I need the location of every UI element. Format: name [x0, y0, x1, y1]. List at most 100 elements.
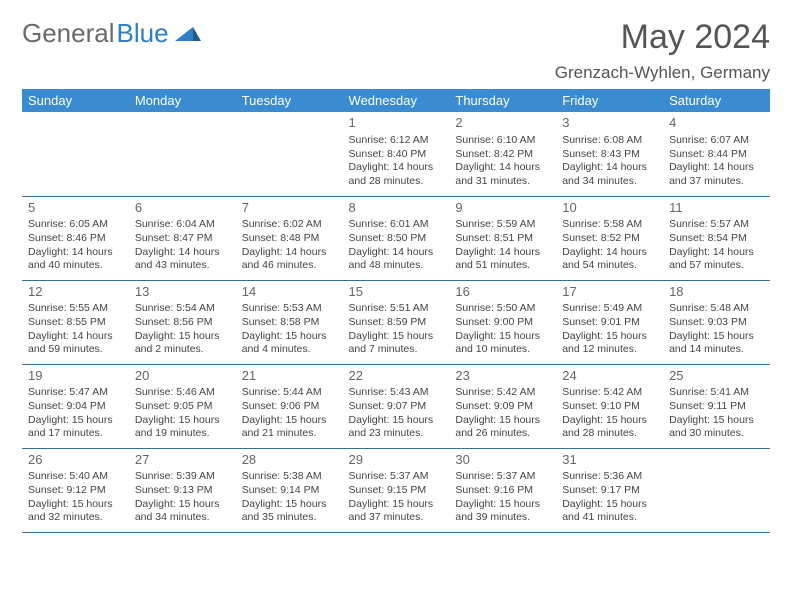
calendar-day-cell: 12Sunrise: 5:55 AMSunset: 8:55 PMDayligh… — [22, 280, 129, 364]
day-number: 28 — [242, 452, 337, 469]
day-info: Sunrise: 5:58 AMSunset: 8:52 PMDaylight:… — [562, 218, 657, 273]
day-number: 20 — [135, 368, 230, 385]
calendar-header-row: Sunday Monday Tuesday Wednesday Thursday… — [22, 89, 770, 112]
calendar-day-cell: 19Sunrise: 5:47 AMSunset: 9:04 PMDayligh… — [22, 364, 129, 448]
calendar-week-row: 5Sunrise: 6:05 AMSunset: 8:46 PMDaylight… — [22, 196, 770, 280]
calendar-day-cell: 17Sunrise: 5:49 AMSunset: 9:01 PMDayligh… — [556, 280, 663, 364]
col-wednesday: Wednesday — [343, 89, 450, 112]
day-info: Sunrise: 5:41 AMSunset: 9:11 PMDaylight:… — [669, 386, 764, 441]
calendar-week-row: 12Sunrise: 5:55 AMSunset: 8:55 PMDayligh… — [22, 280, 770, 364]
calendar-day-cell: 10Sunrise: 5:58 AMSunset: 8:52 PMDayligh… — [556, 196, 663, 280]
day-number: 23 — [455, 368, 550, 385]
day-number: 30 — [455, 452, 550, 469]
logo-text-general: General — [22, 18, 115, 49]
calendar-day-cell — [129, 112, 236, 196]
day-number: 25 — [669, 368, 764, 385]
location-label: Grenzach-Wyhlen, Germany — [22, 63, 770, 83]
day-number: 16 — [455, 284, 550, 301]
day-number: 13 — [135, 284, 230, 301]
calendar-week-row: 1 Sunrise: 6:12 AMSunset: 8:40 PMDaylight… — [22, 112, 770, 196]
day-number: 15 — [349, 284, 444, 301]
day-number: 1 — [349, 115, 444, 132]
calendar-day-cell: 18Sunrise: 5:48 AMSunset: 9:03 PMDayligh… — [663, 280, 770, 364]
day-number: 3 — [562, 115, 657, 132]
logo: General Blue — [22, 18, 201, 49]
day-info: Sunrise: 6:10 AMSunset: 8:42 PMDaylight:… — [455, 134, 550, 189]
day-number: 8 — [349, 200, 444, 217]
calendar-day-cell: 2 Sunrise: 6:10 AMSunset: 8:42 PMDaylight… — [449, 112, 556, 196]
calendar-day-cell: 27Sunrise: 5:39 AMSunset: 9:13 PMDayligh… — [129, 448, 236, 532]
col-tuesday: Tuesday — [236, 89, 343, 112]
page-header: General Blue May 2024 — [22, 18, 770, 57]
day-number: 6 — [135, 200, 230, 217]
day-info: Sunrise: 5:54 AMSunset: 8:56 PMDaylight:… — [135, 302, 230, 357]
col-monday: Monday — [129, 89, 236, 112]
calendar-day-cell: 31Sunrise: 5:36 AMSunset: 9:17 PMDayligh… — [556, 448, 663, 532]
calendar-day-cell: 23Sunrise: 5:42 AMSunset: 9:09 PMDayligh… — [449, 364, 556, 448]
day-number: 12 — [28, 284, 123, 301]
day-number: 9 — [455, 200, 550, 217]
day-number: 21 — [242, 368, 337, 385]
day-info: Sunrise: 6:01 AMSunset: 8:50 PMDaylight:… — [349, 218, 444, 273]
calendar-day-cell: 20Sunrise: 5:46 AMSunset: 9:05 PMDayligh… — [129, 364, 236, 448]
calendar-day-cell: 9Sunrise: 5:59 AMSunset: 8:51 PMDaylight… — [449, 196, 556, 280]
calendar-day-cell: 24Sunrise: 5:42 AMSunset: 9:10 PMDayligh… — [556, 364, 663, 448]
calendar-day-cell: 1 Sunrise: 6:12 AMSunset: 8:40 PMDaylight… — [343, 112, 450, 196]
day-number: 24 — [562, 368, 657, 385]
day-info: Sunrise: 5:55 AMSunset: 8:55 PMDaylight:… — [28, 302, 123, 357]
col-thursday: Thursday — [449, 89, 556, 112]
day-info: Sunrise: 5:57 AMSunset: 8:54 PMDaylight:… — [669, 218, 764, 273]
calendar-week-row: 19Sunrise: 5:47 AMSunset: 9:04 PMDayligh… — [22, 364, 770, 448]
day-number: 17 — [562, 284, 657, 301]
day-number: 10 — [562, 200, 657, 217]
day-info: Sunrise: 6:04 AMSunset: 8:47 PMDaylight:… — [135, 218, 230, 273]
calendar-day-cell: 21Sunrise: 5:44 AMSunset: 9:06 PMDayligh… — [236, 364, 343, 448]
day-info: Sunrise: 5:37 AMSunset: 9:15 PMDaylight:… — [349, 470, 444, 525]
calendar-day-cell: 14Sunrise: 5:53 AMSunset: 8:58 PMDayligh… — [236, 280, 343, 364]
day-info: Sunrise: 5:36 AMSunset: 9:17 PMDaylight:… — [562, 470, 657, 525]
day-info: Sunrise: 5:38 AMSunset: 9:14 PMDaylight:… — [242, 470, 337, 525]
day-info: Sunrise: 5:40 AMSunset: 9:12 PMDaylight:… — [28, 470, 123, 525]
calendar-day-cell: 11Sunrise: 5:57 AMSunset: 8:54 PMDayligh… — [663, 196, 770, 280]
page-title: May 2024 — [621, 18, 770, 57]
day-number: 18 — [669, 284, 764, 301]
calendar-day-cell: 26Sunrise: 5:40 AMSunset: 9:12 PMDayligh… — [22, 448, 129, 532]
col-sunday: Sunday — [22, 89, 129, 112]
day-info: Sunrise: 5:53 AMSunset: 8:58 PMDaylight:… — [242, 302, 337, 357]
day-info: Sunrise: 5:49 AMSunset: 9:01 PMDaylight:… — [562, 302, 657, 357]
day-info: Sunrise: 5:39 AMSunset: 9:13 PMDaylight:… — [135, 470, 230, 525]
calendar-day-cell: 3 Sunrise: 6:08 AMSunset: 8:43 PMDaylight… — [556, 112, 663, 196]
day-info: Sunrise: 6:07 AMSunset: 8:44 PMDaylight:… — [669, 134, 764, 189]
day-info: Sunrise: 5:59 AMSunset: 8:51 PMDaylight:… — [455, 218, 550, 273]
day-info: Sunrise: 5:47 AMSunset: 9:04 PMDaylight:… — [28, 386, 123, 441]
day-number: 22 — [349, 368, 444, 385]
day-number: 5 — [28, 200, 123, 217]
day-info: Sunrise: 6:05 AMSunset: 8:46 PMDaylight:… — [28, 218, 123, 273]
calendar-day-cell: 30Sunrise: 5:37 AMSunset: 9:16 PMDayligh… — [449, 448, 556, 532]
calendar-day-cell — [22, 112, 129, 196]
day-info: Sunrise: 5:44 AMSunset: 9:06 PMDaylight:… — [242, 386, 337, 441]
calendar-day-cell: 6Sunrise: 6:04 AMSunset: 8:47 PMDaylight… — [129, 196, 236, 280]
calendar-day-cell — [663, 448, 770, 532]
calendar-day-cell: 22Sunrise: 5:43 AMSunset: 9:07 PMDayligh… — [343, 364, 450, 448]
day-number: 2 — [455, 115, 550, 132]
calendar-week-row: 26Sunrise: 5:40 AMSunset: 9:12 PMDayligh… — [22, 448, 770, 532]
logo-shape-icon — [175, 21, 201, 46]
day-info: Sunrise: 5:42 AMSunset: 9:10 PMDaylight:… — [562, 386, 657, 441]
day-number: 27 — [135, 452, 230, 469]
calendar-day-cell: 25Sunrise: 5:41 AMSunset: 9:11 PMDayligh… — [663, 364, 770, 448]
calendar-day-cell: 8Sunrise: 6:01 AMSunset: 8:50 PMDaylight… — [343, 196, 450, 280]
calendar-day-cell: 13Sunrise: 5:54 AMSunset: 8:56 PMDayligh… — [129, 280, 236, 364]
day-info: Sunrise: 6:12 AMSunset: 8:40 PMDaylight:… — [349, 134, 444, 189]
col-saturday: Saturday — [663, 89, 770, 112]
day-info: Sunrise: 6:02 AMSunset: 8:48 PMDaylight:… — [242, 218, 337, 273]
day-info: Sunrise: 5:50 AMSunset: 9:00 PMDaylight:… — [455, 302, 550, 357]
col-friday: Friday — [556, 89, 663, 112]
day-info: Sunrise: 6:08 AMSunset: 8:43 PMDaylight:… — [562, 134, 657, 189]
day-number: 14 — [242, 284, 337, 301]
calendar-day-cell: 4Sunrise: 6:07 AMSunset: 8:44 PMDaylight… — [663, 112, 770, 196]
day-info: Sunrise: 5:42 AMSunset: 9:09 PMDaylight:… — [455, 386, 550, 441]
day-number: 26 — [28, 452, 123, 469]
calendar-day-cell: 5Sunrise: 6:05 AMSunset: 8:46 PMDaylight… — [22, 196, 129, 280]
day-number: 19 — [28, 368, 123, 385]
